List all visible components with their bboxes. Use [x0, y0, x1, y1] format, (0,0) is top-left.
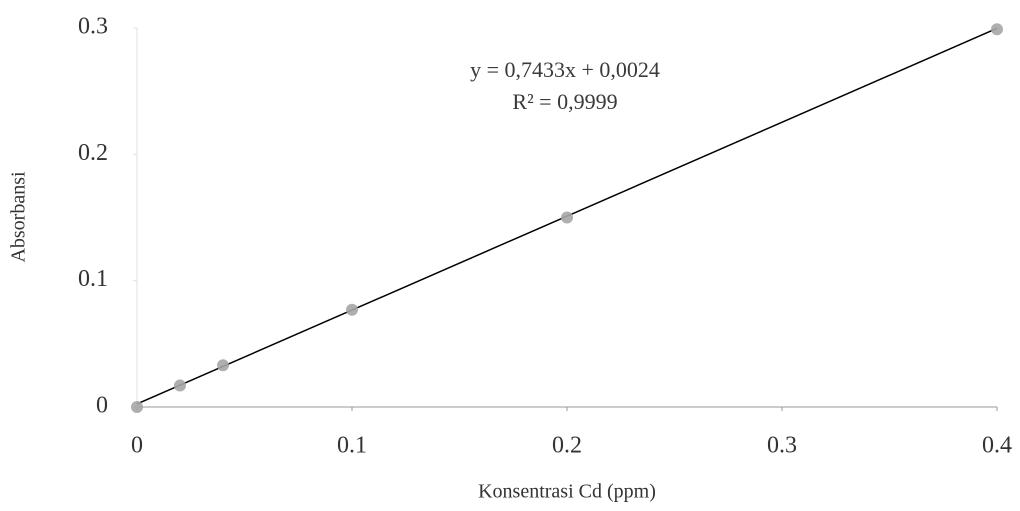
data-point: [174, 379, 186, 392]
x-tick-label: 0.2: [552, 433, 582, 459]
x-tick-label: 0: [131, 433, 143, 459]
x-tick-label: 0.3: [767, 433, 797, 459]
y-axis-title: Absorbansi: [8, 171, 30, 263]
y-tick-label: 0.1: [78, 266, 108, 292]
y-tick-label: 0.3: [78, 14, 108, 40]
data-point: [217, 359, 229, 372]
trendline-equation: y = 0,7433x + 0,0024: [470, 57, 660, 82]
r-squared: R² = 0,9999: [512, 89, 617, 114]
data-point: [131, 401, 143, 413]
x-tick-label: 0.1: [337, 433, 367, 459]
y-tick-label: 0: [96, 393, 108, 419]
x-axis-title: Konsentrasi Cd (ppm): [478, 481, 656, 503]
data-point: [991, 23, 1003, 36]
data-point: [561, 211, 573, 224]
data-point: [346, 303, 358, 316]
x-tick-label: 0.4: [982, 433, 1012, 459]
y-tick-label: 0.2: [78, 140, 108, 166]
